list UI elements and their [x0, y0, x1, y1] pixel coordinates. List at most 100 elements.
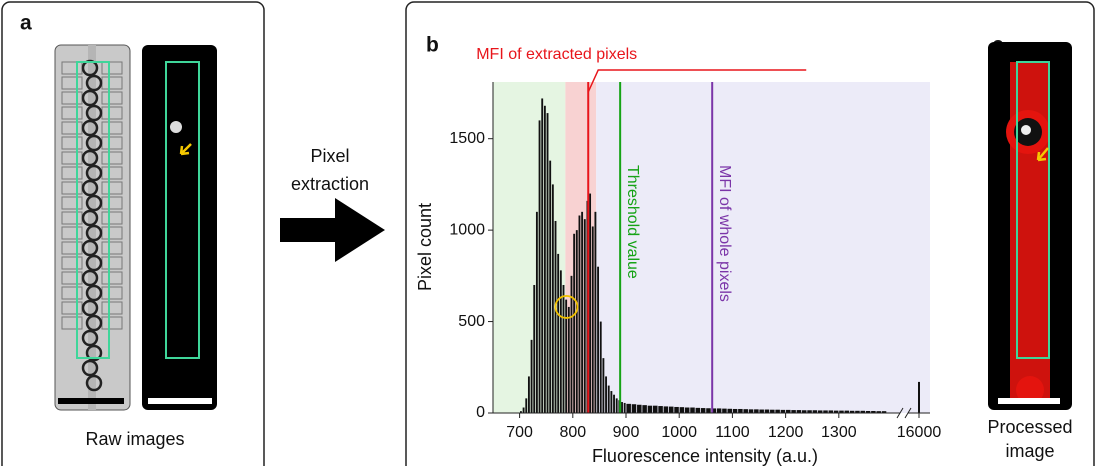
bar: [653, 405, 658, 413]
bar: [700, 408, 706, 413]
brightfield-image: [54, 44, 131, 411]
bead: [81, 119, 99, 137]
bar: [581, 211, 584, 413]
bar: [791, 410, 796, 413]
bar: [844, 410, 850, 413]
bar: [801, 410, 807, 413]
bead: [85, 284, 103, 302]
trap: [61, 316, 83, 330]
bead: [85, 134, 103, 152]
leader-line: [587, 69, 807, 93]
bar: [525, 398, 528, 413]
bar: [759, 409, 764, 413]
bar: [812, 410, 818, 413]
x-axis-label: Fluorescence intensity (a.u.): [592, 446, 818, 466]
bar: [541, 98, 544, 414]
bar: [535, 211, 538, 413]
trap: [101, 151, 123, 165]
pointer-arrow: [1036, 147, 1049, 162]
bar: [602, 358, 605, 413]
bar: [706, 408, 711, 413]
bead: [85, 224, 103, 242]
bar: [520, 411, 522, 413]
bar: [530, 339, 533, 413]
pointer-arrow: [179, 143, 192, 156]
trap: [61, 286, 83, 300]
process-arrow: [280, 198, 385, 262]
bar: [591, 226, 594, 413]
bar: [549, 160, 552, 413]
bar: [554, 220, 557, 413]
trap: [61, 256, 83, 270]
bar: [695, 407, 701, 413]
bar: [674, 406, 679, 413]
bar: [770, 409, 775, 413]
bar: [642, 405, 647, 413]
bar: [871, 410, 876, 413]
bar: [647, 405, 653, 413]
axis-break: [896, 407, 912, 419]
bar: [578, 215, 581, 413]
x-tick-label: 16000: [897, 424, 942, 441]
bead: [85, 254, 103, 272]
trap: [101, 91, 123, 105]
bead: [85, 194, 103, 212]
trap: [101, 301, 123, 315]
cell: [170, 121, 182, 133]
bar: [876, 411, 881, 413]
bar: [551, 184, 554, 413]
bead: [81, 299, 99, 317]
caption: image: [1005, 441, 1054, 461]
bar: [565, 299, 568, 413]
bar: [527, 376, 530, 413]
bar: [626, 403, 631, 413]
bead: [85, 74, 103, 92]
bar: [583, 219, 586, 413]
bead: [85, 164, 103, 182]
bar: [722, 408, 727, 413]
bar: [865, 410, 871, 413]
bar: [727, 408, 733, 413]
trap: [101, 61, 123, 75]
bar: [668, 406, 674, 413]
bar: [732, 408, 738, 413]
bar: [546, 113, 549, 414]
caption: Processed: [987, 417, 1072, 437]
line-label: MFI of whole pixels: [716, 165, 733, 302]
panel-label: b: [426, 34, 439, 57]
y-axis-label: Pixel count: [415, 203, 435, 291]
y-tick-label: 1000: [449, 221, 485, 238]
bar: [716, 408, 722, 413]
bead: [81, 149, 99, 167]
trap: [61, 136, 83, 150]
trap: [61, 106, 83, 120]
bar: [860, 410, 866, 413]
bar: [796, 410, 802, 413]
panel-b-frame: [405, 1, 1095, 466]
arrow-text: Pixel: [310, 146, 349, 166]
trap: [101, 121, 123, 135]
bar: [684, 407, 690, 413]
x-tick-label: 1100: [715, 424, 750, 441]
scale-bar: [58, 398, 124, 404]
bar: [833, 410, 839, 413]
roi-box: [76, 61, 110, 359]
bar: [881, 411, 887, 413]
bead: [81, 359, 99, 377]
bar: [613, 394, 615, 413]
bead: [81, 89, 99, 107]
bead: [85, 344, 103, 362]
cell: [1021, 125, 1031, 135]
trap: [61, 196, 83, 210]
bar: [738, 408, 743, 413]
bar: [839, 410, 844, 413]
bar: [637, 404, 642, 413]
arrow-text: extraction: [291, 174, 369, 194]
bead: [81, 269, 99, 287]
line-label: MFI of extracted pixels: [476, 46, 637, 63]
bar: [711, 408, 717, 413]
bead: [81, 239, 99, 257]
bar: [775, 409, 780, 413]
bar: [690, 407, 695, 413]
bar: [594, 211, 597, 413]
